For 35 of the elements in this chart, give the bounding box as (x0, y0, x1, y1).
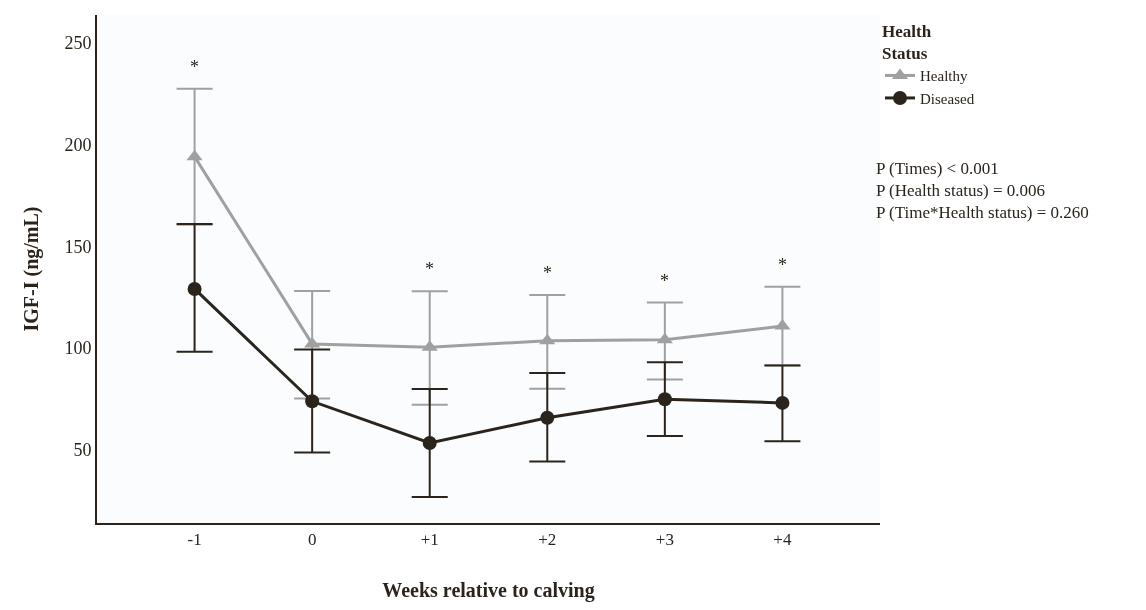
y-tick-label: 200 (64, 134, 92, 155)
point (775, 395, 790, 410)
point (422, 436, 437, 450)
y-tick-label: 50 (73, 440, 92, 461)
legend-label: Diseased (920, 90, 975, 107)
y-axis-title: IGF-I (ng/mL) (20, 206, 44, 332)
legend-label: Healthy (920, 68, 968, 85)
x-axis-title: Weeks relative to calving (382, 579, 595, 603)
y-tick-label: 150 (64, 236, 92, 257)
point (187, 281, 202, 296)
y-tick-label: 100 (64, 338, 92, 359)
x-tick-label: +2 (538, 530, 557, 550)
annotation: P (Health status) = 0.006 (876, 181, 1046, 201)
point (657, 392, 672, 407)
point (305, 394, 320, 409)
annotation: * (660, 271, 669, 291)
annotation: P (Times) < 0.001 (876, 159, 999, 178)
point (774, 318, 791, 330)
y-tick-label: 250 (64, 32, 92, 53)
x-tick-label: +1 (420, 530, 439, 550)
point (304, 336, 321, 348)
point (539, 333, 556, 345)
point (540, 410, 555, 425)
annotation: * (778, 255, 787, 275)
x-tick-label: +4 (773, 530, 792, 550)
x-tick-label: +3 (655, 530, 674, 550)
annotation: * (190, 57, 199, 77)
x-tick-label: 0 (307, 530, 317, 550)
point (656, 332, 673, 344)
annotation: * (425, 259, 434, 279)
x-tick-label: -1 (187, 530, 202, 550)
annotation: * (543, 263, 552, 283)
annotation: P (Time*Health status) = 0.260 (876, 203, 1089, 223)
point (186, 149, 203, 161)
legend-title: Health Status (882, 22, 932, 64)
